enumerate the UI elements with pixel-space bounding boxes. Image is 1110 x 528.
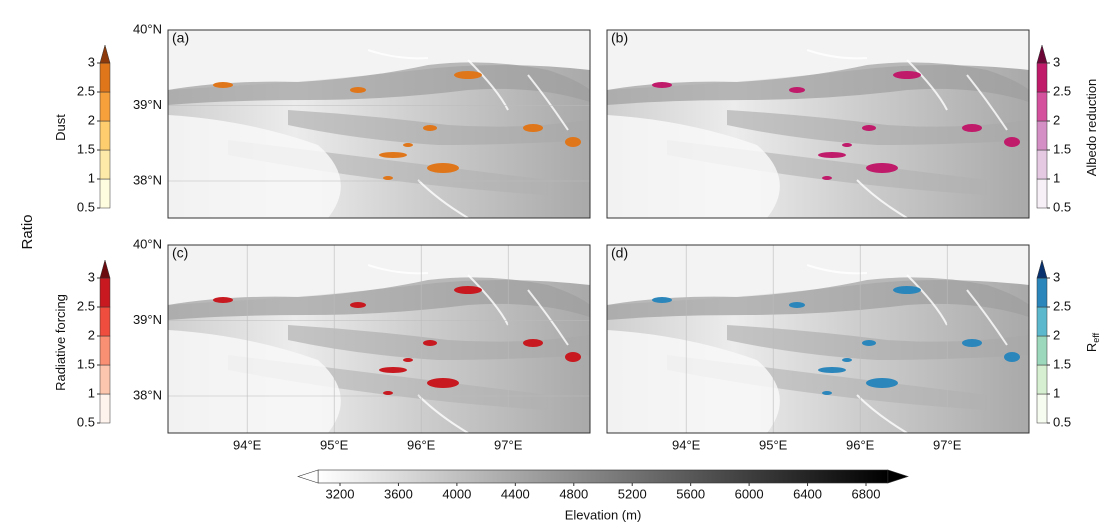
map-frame — [606, 244, 1030, 434]
colorbar-band — [99, 62, 111, 93]
y-tick-label: 39°N — [133, 97, 162, 112]
colorbar-band — [1036, 335, 1048, 366]
colorbar-tick-label: 1 — [1053, 385, 1060, 400]
colorbar-tick-label: 5200 — [618, 486, 647, 501]
colorbar-band — [99, 335, 111, 366]
colorbar-band — [1036, 62, 1048, 93]
x-tick-label: 97°E — [494, 437, 523, 452]
x-tick-label: 96°E — [407, 437, 436, 452]
colorbar-band — [1036, 364, 1048, 395]
colorbar-band — [1036, 306, 1048, 337]
colorbar-tick-label: 3 — [1053, 269, 1060, 284]
colorbar-tick-label: 2 — [88, 112, 95, 127]
x-tick-label: 94°E — [672, 437, 701, 452]
colorbar-band — [99, 120, 111, 151]
colorbar-band — [99, 149, 111, 180]
colorbar-tick-label: 1.5 — [1053, 356, 1071, 371]
colorbar-tick-label: 2.5 — [77, 83, 95, 98]
y-tick-label: 38°N — [133, 172, 162, 187]
colorbar-tick-label: 2.5 — [77, 298, 95, 313]
colorbar-tick-label: 1 — [88, 385, 95, 400]
colorbar-tick-label: 5600 — [676, 486, 705, 501]
colorbar-label: Albedo reduction — [1084, 79, 1099, 177]
colorbar-extension — [887, 469, 909, 484]
colorbar-band — [1036, 277, 1048, 308]
colorbar-tick-label: 1.5 — [1053, 141, 1071, 156]
colorbar-label-text: R — [1084, 343, 1099, 352]
colorbar-tick-label: 2 — [1053, 112, 1060, 127]
panel-label: (b) — [611, 30, 628, 46]
colorbar-tick-label: 6400 — [793, 486, 822, 501]
colorbar-tick-label: 0.5 — [77, 199, 95, 214]
colorbar-tick-label: 4000 — [442, 486, 471, 501]
panel-label: (d) — [611, 245, 628, 261]
colorbar-tick-label: 3600 — [384, 486, 413, 501]
colorbar-extension — [99, 44, 111, 64]
colorbar-tick-label: 3200 — [326, 486, 355, 501]
colorbar-band — [1036, 149, 1048, 180]
map-frame — [167, 29, 591, 219]
colorbar-label: Dust — [53, 114, 68, 141]
colorbar-tick-label: 2 — [88, 327, 95, 342]
x-tick-label: 94°E — [233, 437, 262, 452]
map-frame — [167, 244, 591, 434]
colorbar-tick-label: 4400 — [501, 486, 530, 501]
colorbar-label: Radiative forcing — [53, 294, 68, 391]
colorbar-tick-label: 1 — [1053, 170, 1060, 185]
colorbar-tick-label: 4800 — [559, 486, 588, 501]
x-tick-label: 95°E — [759, 437, 788, 452]
ratio-label: Ratio — [19, 214, 36, 249]
x-tick-label: 96°E — [846, 437, 875, 452]
colorbar-band — [99, 178, 111, 209]
colorbar-band — [99, 364, 111, 395]
panel-label: (a) — [172, 30, 189, 46]
terrain — [607, 245, 1029, 433]
colorbar-band — [99, 91, 111, 122]
colorbar-band — [99, 306, 111, 337]
y-tick-label: 40°N — [133, 236, 162, 251]
colorbar-tick-label: 0.5 — [1053, 414, 1071, 429]
colorbar-band — [1036, 178, 1048, 209]
colorbar-tick-label: 3 — [1053, 54, 1060, 69]
x-tick-label: 95°E — [320, 437, 349, 452]
colorbar-label: Reff — [1084, 332, 1101, 352]
colorbar-extension — [297, 469, 319, 484]
colorbar-tick-label: 3 — [88, 269, 95, 284]
colorbar-extension — [99, 259, 111, 279]
terrain — [168, 30, 590, 218]
y-tick-label: 38°N — [133, 387, 162, 402]
y-tick-label: 39°N — [133, 312, 162, 327]
colorbar-band — [99, 277, 111, 308]
terrain — [168, 245, 590, 433]
colorbar-band — [1036, 120, 1048, 151]
colorbar-extension — [1036, 259, 1048, 279]
colorbar-tick-label: 0.5 — [1053, 199, 1071, 214]
colorbar-tick-label: 1 — [88, 170, 95, 185]
colorbar-band — [99, 393, 111, 424]
colorbar-extension — [1036, 44, 1048, 64]
elevation-label: Elevation (m) — [565, 507, 642, 522]
colorbar-band — [1036, 393, 1048, 424]
colorbar-tick-label: 1.5 — [77, 356, 95, 371]
terrain — [607, 30, 1029, 218]
colorbar-tick-label: 2.5 — [1053, 83, 1071, 98]
colorbar-label-sub: eff — [1091, 332, 1101, 342]
colorbar-label-text: Radiative forcing — [53, 294, 68, 391]
y-tick-label: 40°N — [133, 21, 162, 36]
elevation-colorbar — [317, 469, 889, 484]
colorbar-tick-label: 0.5 — [77, 414, 95, 429]
colorbar-tick-label: 1.5 — [77, 141, 95, 156]
panel-label: (c) — [172, 245, 188, 261]
colorbar-tick-label: 3 — [88, 54, 95, 69]
map-frame — [606, 29, 1030, 219]
colorbar-band — [1036, 91, 1048, 122]
colorbar-label-text: Albedo reduction — [1084, 79, 1099, 177]
colorbar-tick-label: 2.5 — [1053, 298, 1071, 313]
colorbar-label-text: Dust — [53, 114, 68, 141]
colorbar-tick-label: 2 — [1053, 327, 1060, 342]
colorbar-tick-label: 6000 — [735, 486, 764, 501]
colorbar-tick-label: 6800 — [852, 486, 881, 501]
x-tick-label: 97°E — [933, 437, 962, 452]
